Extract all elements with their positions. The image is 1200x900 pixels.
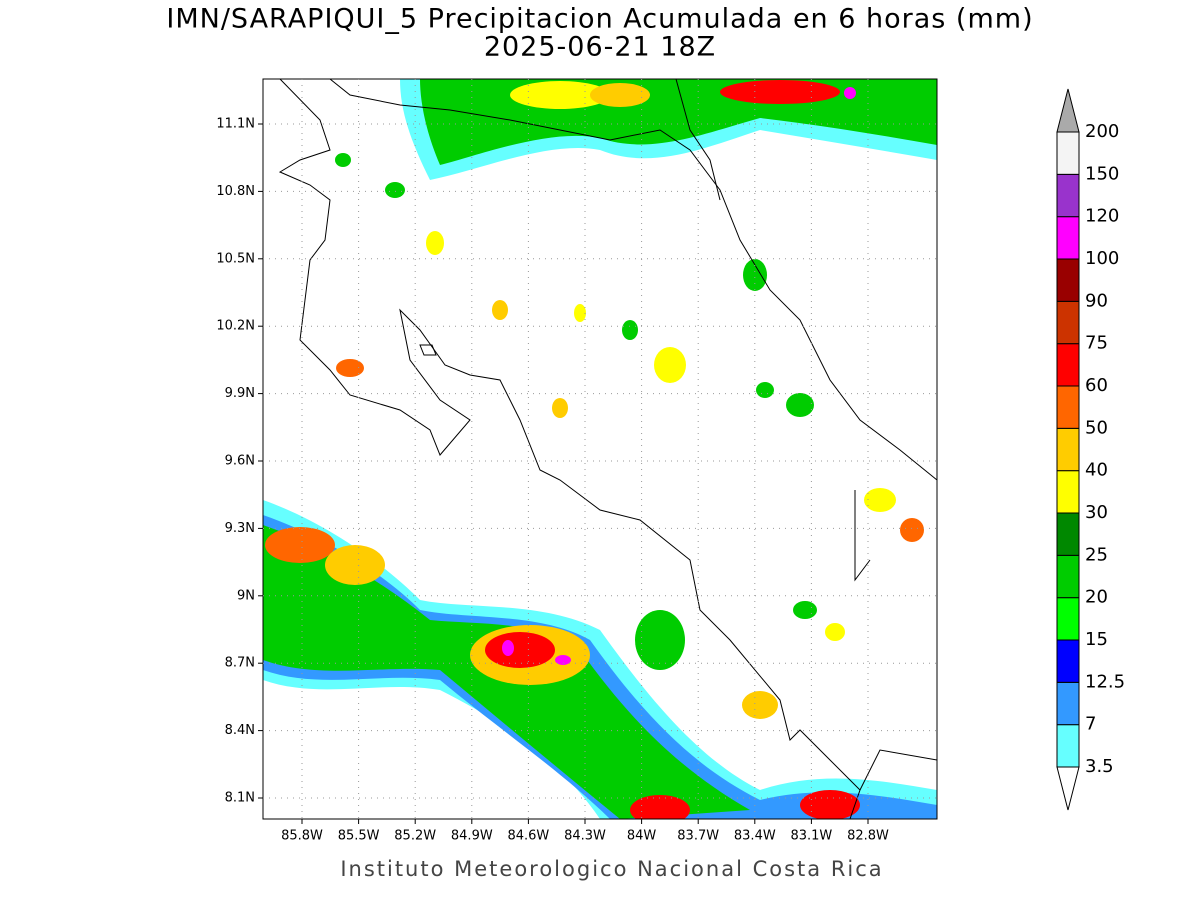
colorbar-box [1056, 724, 1080, 768]
colorbar-label: 90 [1085, 290, 1108, 311]
lon-label: 82.8W [847, 829, 889, 844]
colorbar-label: 150 [1085, 163, 1119, 184]
colorbar-label: 50 [1085, 417, 1108, 438]
colorbar-label: 30 [1085, 502, 1108, 523]
lon-label: 85.8W [281, 829, 323, 844]
colorbar-label: 40 [1085, 460, 1108, 481]
colorbar-box [1056, 681, 1080, 726]
colorbar-label: 7 [1085, 714, 1096, 735]
colorbar-over [1056, 88, 1080, 133]
colorbar-label: 12.5 [1085, 671, 1125, 692]
colorbar-label: 3.5 [1085, 756, 1114, 777]
colorbar-under [1056, 766, 1080, 811]
subtitle: 2025-06-21 18Z [484, 32, 716, 63]
lon-label: 84.9W [451, 829, 493, 844]
colorbar-box [1056, 597, 1080, 641]
colorbar-label: 25 [1085, 544, 1108, 565]
lat-label: 10.2N [216, 319, 255, 334]
lat-label: 10.8N [216, 184, 255, 199]
lon-label: 84.3W [564, 829, 606, 844]
lon-label: 84.6W [507, 829, 549, 844]
lat-label: 8.1N [225, 791, 255, 806]
colorbar-label: 75 [1085, 333, 1108, 354]
colorbar-label: 120 [1085, 206, 1119, 227]
lon-label: 84W [627, 829, 657, 844]
map-frame [262, 78, 938, 820]
colorbar-label: 100 [1085, 248, 1119, 269]
colorbar-box [1056, 554, 1080, 599]
lat-label: 9N [237, 588, 255, 603]
colorbar-box [1056, 427, 1080, 472]
colorbar-label: 15 [1085, 629, 1108, 650]
colorbar-box [1056, 512, 1080, 556]
colorbar-box [1056, 343, 1080, 387]
colorbar-label: 200 [1085, 121, 1119, 142]
colorbar-box [1056, 216, 1080, 260]
lon-label: 83.1W [790, 829, 832, 844]
footer: Instituto Meteorologico Nacional Costa R… [340, 857, 883, 881]
lat-label: 8.7N [225, 656, 255, 671]
colorbar-label: 20 [1085, 587, 1108, 608]
lat-label: 11.1N [216, 117, 255, 132]
lon-label: 83.4W [734, 829, 776, 844]
colorbar-box [1056, 258, 1080, 302]
lat-label: 9.6N [225, 454, 255, 469]
precip-field [263, 79, 937, 819]
lat-label: 9.9N [225, 386, 255, 401]
lon-label: 85.2W [394, 829, 436, 844]
title: IMN/SARAPIQUI_5 Precipitacion Acumulada … [166, 4, 1033, 35]
colorbar: 3.5 7 12.5 15 20 25 30 40 50 60 75 90 100 120 150 200 [1056, 88, 1125, 811]
colorbar-box [1056, 173, 1080, 218]
lon-label: 83.7W [677, 829, 719, 844]
colorbar-label: 60 [1085, 375, 1108, 396]
lon-label: 85.5W [338, 829, 380, 844]
map: 11.1N 10.8N 10.5N 10.2N 9.9N 9.6N 9.3N 9N 8.7N 8.… [216, 78, 938, 844]
colorbar-box [1056, 639, 1080, 683]
colorbar-box [1056, 385, 1080, 429]
lat-label: 8.4N [225, 723, 255, 738]
lat-label: 9.3N [225, 521, 255, 536]
lat-label: 10.5N [216, 251, 255, 266]
colorbar-box [1056, 131, 1080, 175]
colorbar-box [1056, 300, 1080, 345]
colorbar-box [1056, 470, 1080, 514]
